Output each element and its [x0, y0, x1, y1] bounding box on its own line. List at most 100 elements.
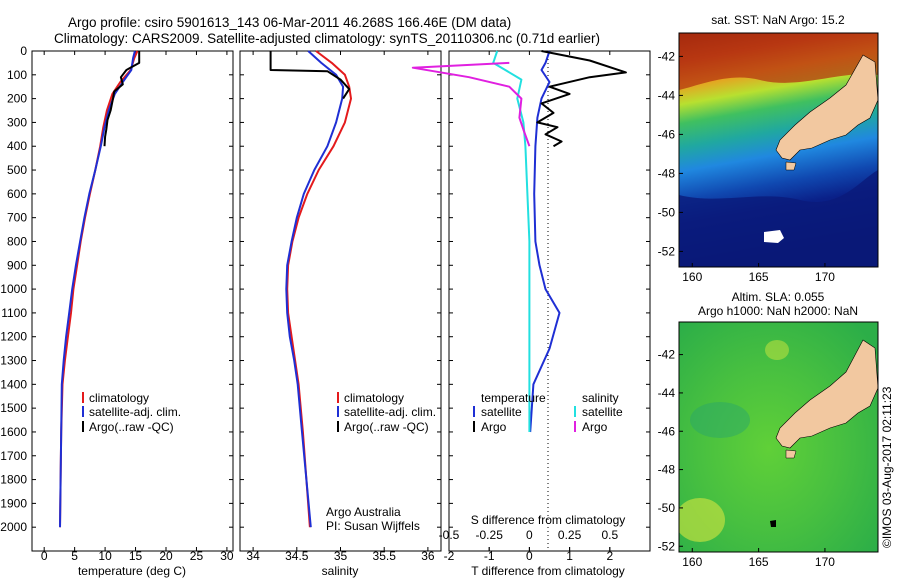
x-tick-label: -2	[444, 549, 455, 563]
temperature-panel-frame	[31, 50, 234, 552]
x-tick-label: 15	[129, 549, 143, 563]
depth-tick-label: 1300	[0, 354, 27, 368]
difference-series	[411, 50, 627, 433]
depth-tick-label: 1200	[0, 330, 27, 344]
depth-tick-label: 700	[7, 211, 27, 225]
depth-tick-label: 900	[7, 258, 27, 272]
series-temperature-argo	[536, 50, 627, 148]
depth-tick-label: 1700	[0, 449, 27, 463]
legend-head-temperature: temperature	[481, 391, 546, 405]
legend-label-t-satellite: satellite	[481, 405, 522, 419]
x-tick-label: 30	[220, 549, 234, 563]
x-tick-label: -0.5	[439, 528, 460, 542]
sst-map-frame	[678, 32, 879, 268]
temperature-axis-label: temperature (deg C)	[78, 564, 186, 578]
map-y-tick-label: -52	[658, 539, 676, 553]
salinity-axis-label: salinity	[322, 564, 359, 578]
depth-tick-label: 100	[7, 68, 27, 82]
series-satellite-adj-clim	[285, 50, 345, 528]
map-y-tick-label: -42	[658, 348, 676, 362]
series-argo-raw-qc	[269, 51, 351, 100]
depth-tick-label: 1100	[1, 306, 27, 320]
credit-line1: Argo Australia	[326, 505, 401, 519]
depth-tick-label: 400	[7, 139, 27, 153]
x-tick-label: 1	[566, 549, 573, 563]
x-tick-label: 0.25	[558, 528, 582, 542]
map-y-tick-label: -42	[658, 49, 676, 63]
sst-map	[679, 33, 878, 267]
map-y-tick-label: -44	[658, 386, 676, 400]
salinity-series	[269, 50, 352, 528]
legend-label-satellite: satellite-adj. clim.	[344, 405, 436, 419]
x-tick-label: 2	[606, 549, 613, 563]
x-tick-label: 35	[334, 549, 348, 563]
depth-tick-label: 1500	[0, 401, 27, 415]
depth-tick-label: 1000	[0, 282, 27, 296]
sla-map-title-line2: Argo h1000: NaN h2000: NaN	[698, 304, 858, 318]
map-x-tick-label: 165	[749, 270, 769, 284]
x-tick-label: 34	[246, 549, 260, 563]
map-x-tick-label: 170	[815, 555, 835, 569]
legend-label-s-satellite: satellite	[582, 405, 623, 419]
x-tick-label: 5	[71, 549, 78, 563]
difference-panel-frame	[448, 50, 651, 552]
sla-map-axes: 160 165 170 -42 -44 -46 -48 -50 -52	[658, 348, 836, 569]
series-temperature-satellite	[529, 50, 561, 433]
t-difference-axis-label: T difference from climatology	[471, 564, 625, 578]
map-y-tick-label: -44	[658, 88, 676, 102]
depth-tick-label: 800	[7, 234, 27, 248]
sla-map-frame	[678, 321, 879, 553]
depth-tick-label: 1600	[0, 425, 27, 439]
salinity-panel-frame	[239, 50, 442, 552]
depth-tick-label: 1400	[0, 377, 27, 391]
x-tick-label: 35.5	[373, 549, 397, 563]
sla-map-title-line1: Altim. SLA: 0.055	[732, 290, 825, 304]
map-y-tick-label: -50	[658, 501, 676, 515]
legend-label-t-argo: Argo	[481, 420, 507, 434]
new-zealand-south-island	[775, 54, 878, 161]
x-tick-label: -1	[484, 549, 495, 563]
sst-warm-patch	[679, 33, 878, 90]
salinity-x-axis: 34 34.5 35 35.5 36	[246, 51, 435, 563]
sla-map	[679, 322, 878, 552]
depth-tick-label: 0	[20, 44, 27, 58]
map-y-tick-label: -52	[658, 244, 676, 258]
salinity-legend: climatology satellite-adj. clim. Argo(..…	[337, 391, 436, 434]
x-tick-label: 34.5	[285, 549, 309, 563]
map-x-tick-label: 170	[815, 270, 835, 284]
map-y-tick-label: -50	[658, 205, 676, 219]
imos-watermark: ©IMOS 03-Aug-2017 02:11:23	[880, 386, 894, 548]
x-tick-label: -0.25	[476, 528, 504, 542]
map-y-tick-label: -46	[658, 424, 676, 438]
dark-speck	[770, 520, 776, 527]
cloud-mask	[764, 230, 784, 243]
x-tick-label: 25	[190, 549, 204, 563]
sst-cold-patch	[679, 170, 878, 267]
depth-tick-label: 2000	[0, 520, 27, 534]
depth-tick-label: 1900	[0, 496, 27, 510]
map-x-tick-label: 165	[749, 555, 769, 569]
sst-map-axes: 160 165 170 -42 -44 -46 -48 -50 -52	[658, 49, 836, 284]
map-x-tick-label: 160	[682, 270, 702, 284]
s-difference-axis-label: S difference from climatology	[471, 513, 626, 527]
depth-tick-label: 200	[7, 92, 27, 106]
legend-label-climatology: climatology	[344, 391, 404, 405]
sst-map-title: sat. SST: NaN Argo: 15.2	[711, 13, 845, 27]
legend-head-salinity: salinity	[582, 391, 619, 405]
depth-tick-label: 500	[7, 163, 27, 177]
temperature-legend: climatology satellite-adj. clim. Argo(..…	[82, 391, 181, 434]
legend-label-satellite: satellite-adj. clim.	[89, 405, 181, 419]
x-tick-label: 0.5	[601, 528, 618, 542]
temperature-series	[59, 50, 141, 528]
legend-label-argo: Argo(..raw -QC)	[344, 420, 429, 434]
x-tick-label: 0	[526, 549, 533, 563]
temperature-x-axis: 0 5 10 15 20 25 30	[41, 51, 234, 563]
s-difference-x-axis: -0.5 -0.25 0 0.25 0.5	[439, 528, 618, 551]
x-tick-label: 36	[421, 549, 435, 563]
x-tick-label: 0	[526, 528, 533, 542]
depth-tick-label: 300	[7, 115, 27, 129]
legend-label-s-argo: Argo	[582, 420, 608, 434]
map-y-tick-label: -46	[658, 127, 676, 141]
map-y-tick-label: -48	[658, 166, 676, 180]
legend-label-argo: Argo(..raw -QC)	[89, 420, 174, 434]
